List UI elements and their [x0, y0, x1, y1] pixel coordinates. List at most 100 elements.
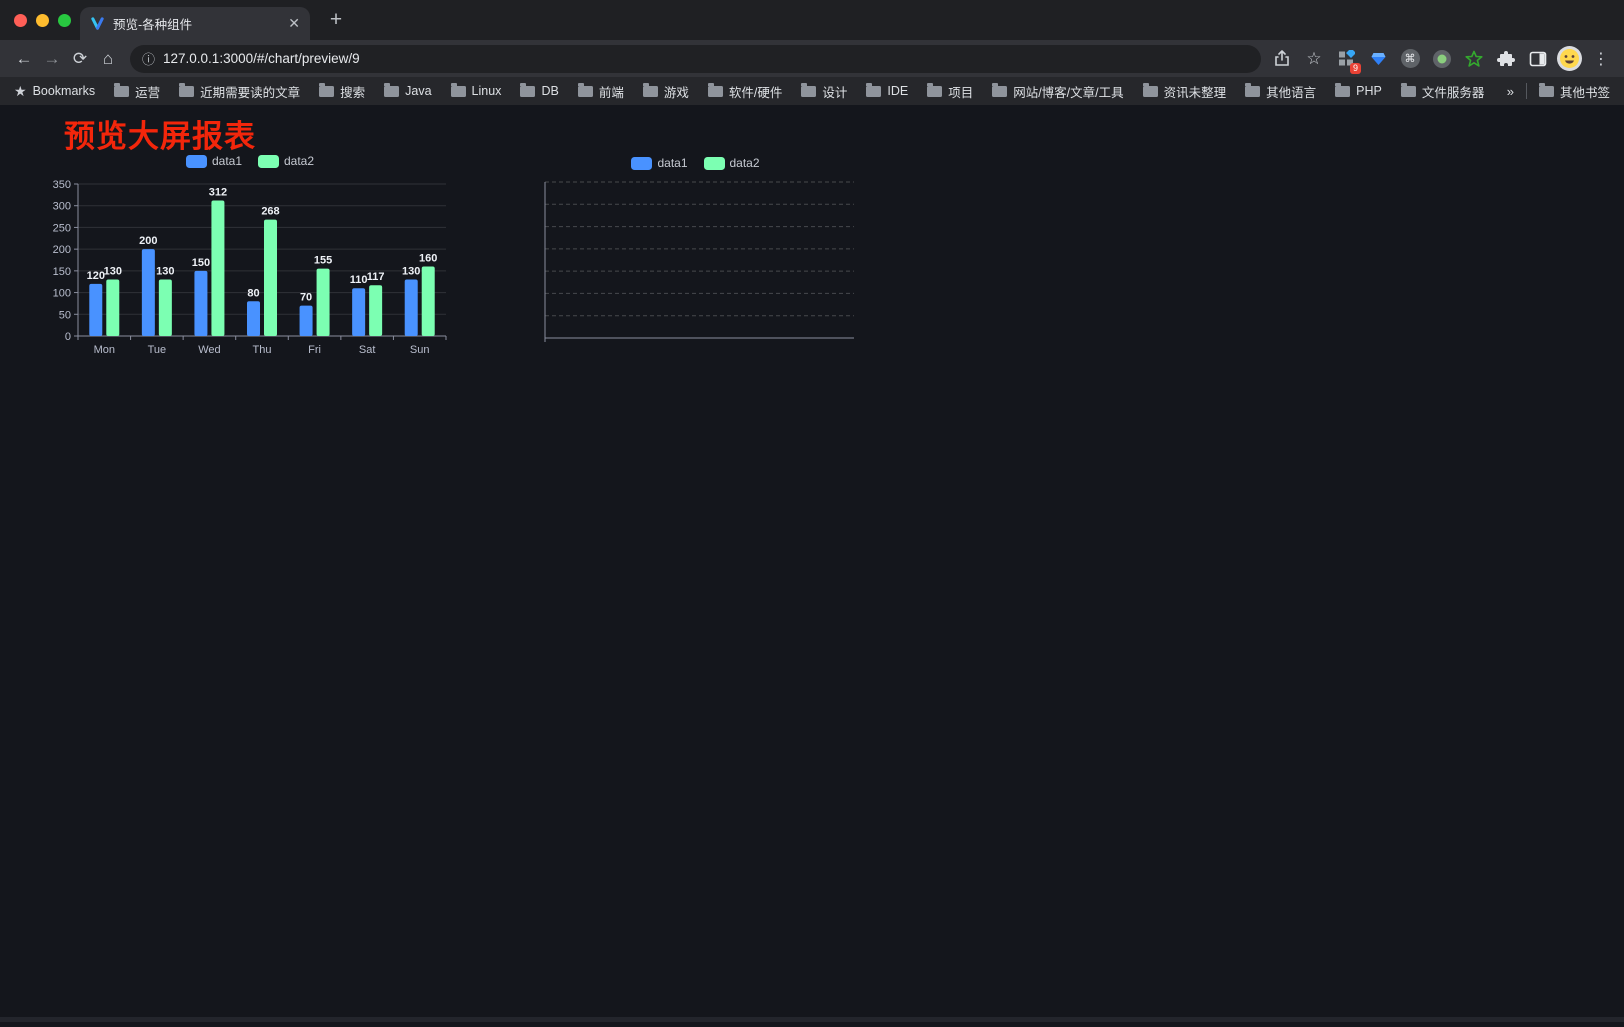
- bookmark-folder[interactable]: 设计: [801, 82, 847, 101]
- fullscreen-window-button[interactable]: [58, 13, 71, 27]
- folder-icon: [642, 82, 658, 97]
- folder-icon: [450, 82, 466, 97]
- minimize-window-button[interactable]: [36, 13, 49, 27]
- legend-item-data1[interactable]: data1: [631, 156, 688, 170]
- folder-icon: [384, 82, 400, 97]
- bookmark-star-icon[interactable]: ☆: [1306, 48, 1322, 68]
- chart-legend: [985, 391, 1343, 413]
- legend-label: data1: [657, 156, 688, 170]
- bookmark-label: 运营: [135, 85, 161, 100]
- folder-icon: [801, 82, 817, 97]
- svg-text:70: 70: [300, 292, 312, 304]
- legend-item-data2[interactable]: data2: [258, 154, 314, 168]
- bookmarks-overflow-chevron[interactable]: »: [1506, 83, 1514, 99]
- bookmark-label: IDE: [887, 84, 909, 98]
- svg-text:100: 100: [53, 288, 71, 300]
- bookmark-folder[interactable]: 前端: [577, 82, 624, 101]
- bookmark-label: 网站/博客/文章/工具: [1013, 85, 1124, 100]
- svg-text:Sun: Sun: [410, 344, 430, 356]
- bookmark-label: 设计: [822, 85, 848, 100]
- toolbar-right: ☆ 9 ⌘ ⋮: [1269, 46, 1614, 74]
- back-icon[interactable]: ←: [15, 48, 33, 68]
- svg-text:155: 155: [314, 255, 332, 267]
- command-extension-icon[interactable]: ⌘: [1397, 46, 1423, 72]
- svg-text:110: 110: [350, 274, 368, 286]
- svg-text:300: 300: [53, 201, 71, 213]
- folder-icon: [1142, 82, 1158, 97]
- bookmark-folder[interactable]: 文件服务器: [1400, 82, 1484, 101]
- bookmark-label: 项目: [948, 85, 974, 100]
- bookmark-label: 资讯未整理: [1163, 85, 1227, 100]
- page-title: 预览大屏报表: [64, 119, 256, 154]
- bookmark-folder[interactable]: Java: [384, 82, 432, 101]
- legend-label: data1: [211, 154, 242, 168]
- site-info-icon[interactable]: ⓘ: [142, 52, 156, 67]
- bookmarks-root[interactable]: ★ Bookmarks: [14, 83, 95, 100]
- reload-icon[interactable]: ⟳: [72, 48, 88, 68]
- profile-avatar[interactable]: [1557, 46, 1582, 71]
- favicon: [91, 17, 104, 30]
- star-extension-icon[interactable]: [1461, 46, 1487, 72]
- other-bookmarks-label: 其他书签: [1559, 85, 1610, 100]
- bookmark-folder[interactable]: 资讯未整理: [1142, 82, 1227, 101]
- bookmarks-root-label: Bookmarks: [32, 84, 96, 98]
- bookmark-folder[interactable]: DB: [520, 82, 559, 101]
- legend-label: data2: [284, 154, 315, 168]
- folder-icon: [577, 82, 593, 97]
- other-bookmarks[interactable]: 其他书签: [1538, 82, 1610, 101]
- new-tab-button[interactable]: +: [329, 8, 343, 31]
- folder-icon: [927, 82, 943, 97]
- folder-icon: [1538, 82, 1554, 97]
- forward-icon[interactable]: →: [43, 48, 61, 68]
- chart-line-two-series: [45, 430, 413, 452]
- share-icon[interactable]: [1269, 46, 1295, 72]
- bookmark-folder[interactable]: Linux: [450, 82, 501, 101]
- close-window-button[interactable]: [14, 13, 27, 27]
- svg-text:80: 80: [247, 287, 259, 299]
- bookmark-folder[interactable]: 运营: [114, 82, 160, 101]
- home-icon[interactable]: ⌂: [102, 48, 114, 68]
- url-bar[interactable]: ⓘ 127.0.0.1:3000/#/chart/preview/9: [130, 44, 1261, 73]
- bookmark-folder[interactable]: 搜索: [319, 82, 365, 101]
- legend-label: data2: [729, 156, 760, 170]
- svg-text:50: 50: [59, 309, 71, 321]
- record-extension-icon[interactable]: [1429, 46, 1455, 72]
- chart-hbar-grouped: data1 data2: [503, 152, 888, 369]
- folder-icon: [520, 82, 536, 97]
- dashboard-page: 预览大屏报表 data1 data2 0 50 100 150 200 250 300 350 Mo…: [0, 105, 1624, 1022]
- bookmark-folder[interactable]: PHP: [1335, 82, 1382, 101]
- browser-menu-icon[interactable]: ⋮: [1593, 50, 1609, 68]
- chart-donut-pie: [560, 638, 912, 660]
- browser-titlebar: 预览-各种组件 ✕ +: [0, 0, 1624, 40]
- chart-area-single: [985, 391, 1343, 413]
- url-text[interactable]: 127.0.0.1:3000/#/chart/preview/9: [163, 51, 360, 66]
- extension-grid-icon[interactable]: 9: [1333, 46, 1361, 74]
- browser-toolbar: ← → ⟳ ⌂ ⓘ 127.0.0.1:3000/#/chart/preview…: [0, 40, 1624, 77]
- legend-item-data2[interactable]: data2: [703, 156, 760, 170]
- bookmark-folder[interactable]: 项目: [927, 82, 973, 101]
- bookmark-folder[interactable]: 近期需要读的文章: [179, 82, 300, 101]
- bookmark-folder[interactable]: 软件/硬件: [707, 82, 782, 101]
- svg-text:117: 117: [367, 271, 385, 283]
- browser-tab[interactable]: 预览-各种组件 ✕: [80, 7, 310, 40]
- window-controls: [14, 13, 71, 27]
- svg-text:160: 160: [419, 253, 437, 265]
- tab-close-icon[interactable]: ✕: [288, 15, 300, 31]
- bookmark-folder[interactable]: IDE: [866, 82, 908, 101]
- bookmark-folder[interactable]: 其他语言: [1245, 82, 1316, 101]
- chart-canvas-hbar-grouped: [544, 181, 854, 342]
- svg-text:0: 0: [65, 331, 71, 343]
- legend-item-data1[interactable]: data1: [185, 154, 242, 168]
- bookmark-folder[interactable]: 网站/博客/文章/工具: [992, 82, 1124, 101]
- side-panel-icon[interactable]: [1525, 46, 1551, 72]
- gem-extension-icon[interactable]: [1365, 46, 1391, 72]
- svg-text:Thu: Thu: [253, 344, 272, 356]
- chart-legend: [505, 403, 865, 425]
- bookmark-label: Java: [405, 84, 432, 98]
- bookmark-folder[interactable]: 游戏: [642, 82, 689, 101]
- bookmarks-bar: ★ Bookmarks 运营 近期需要读的文章 搜索 Java Linux DB 前端 游戏 软…: [0, 77, 1624, 105]
- puzzle-extensions-icon[interactable]: [1493, 46, 1519, 72]
- tab-title: 预览-各种组件: [113, 18, 193, 32]
- svg-text:268: 268: [261, 206, 279, 218]
- chart-line-gradient: [505, 403, 865, 425]
